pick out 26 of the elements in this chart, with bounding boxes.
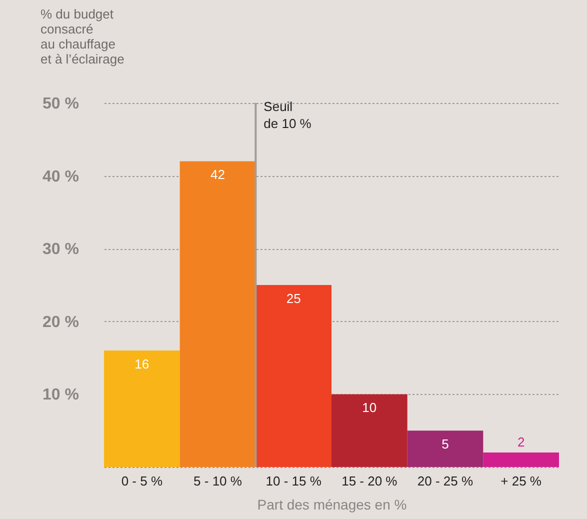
y-tick-label: 10 % bbox=[42, 386, 79, 404]
bar bbox=[104, 350, 180, 467]
bar bbox=[256, 285, 332, 467]
y-tick-label: 40 % bbox=[42, 168, 79, 186]
x-tick-label: + 25 % bbox=[500, 474, 542, 488]
y-axis-title: % du budget consacré au chauffage et à l’éclairage bbox=[40, 6, 124, 66]
data-label: 10 bbox=[362, 400, 377, 416]
bar bbox=[180, 161, 256, 467]
x-tick-label: 10 - 15 % bbox=[266, 474, 322, 488]
x-tick-label: 15 - 20 % bbox=[342, 474, 398, 488]
data-label: 2 bbox=[517, 434, 525, 450]
x-tick-label: 0 - 5 % bbox=[121, 474, 163, 488]
y-tick-label: 20 % bbox=[42, 314, 79, 331]
bar bbox=[407, 430, 484, 467]
data-label: 5 bbox=[442, 436, 449, 452]
x-tick-label: 20 - 25 % bbox=[417, 474, 474, 488]
data-label: 25 bbox=[286, 291, 301, 306]
y-tick-label: 50 % bbox=[42, 96, 79, 112]
x-axis-title: Part des ménages en % bbox=[257, 496, 407, 512]
bar bbox=[483, 452, 559, 467]
ref-line-label: Seuil de 10 % bbox=[264, 99, 312, 131]
x-tick-label: 5 - 10 % bbox=[194, 474, 242, 488]
data-label: 42 bbox=[210, 167, 225, 182]
data-label: 16 bbox=[134, 356, 150, 372]
y-tick-label: 30 % bbox=[42, 241, 79, 258]
bar bbox=[332, 394, 408, 467]
